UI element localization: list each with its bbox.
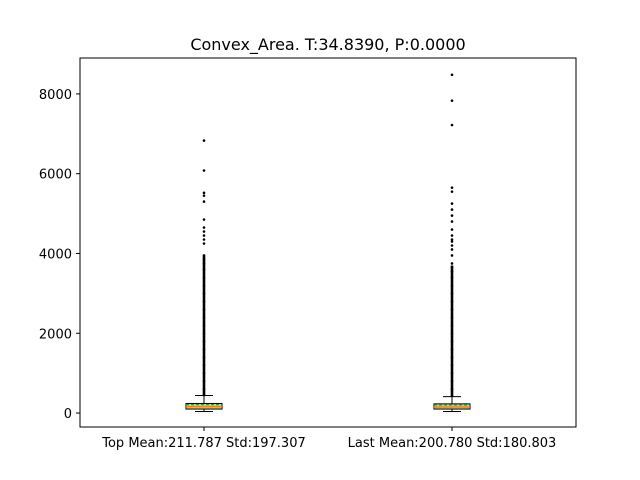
chart-title: Convex_Area. T:34.8390, P:0.0000 bbox=[190, 35, 465, 55]
outlier-point bbox=[450, 186, 454, 189]
outlier-point bbox=[450, 248, 454, 251]
outlier-point bbox=[202, 238, 206, 241]
outlier-point bbox=[202, 234, 206, 237]
outlier-point bbox=[202, 169, 206, 172]
y-tick-label: 4000 bbox=[39, 247, 72, 262]
y-tick-label: 2000 bbox=[39, 327, 72, 342]
outlier-point bbox=[450, 234, 454, 237]
outlier-point bbox=[202, 226, 206, 229]
outlier-point bbox=[450, 214, 454, 217]
y-tick-label: 0 bbox=[64, 407, 72, 422]
y-tick-label: 8000 bbox=[39, 88, 72, 103]
outlier-point bbox=[202, 194, 206, 197]
outlier-point bbox=[450, 123, 454, 127]
outlier-point bbox=[450, 202, 454, 205]
outlier-point bbox=[450, 244, 454, 247]
outlier-point bbox=[450, 254, 454, 257]
outlier-point bbox=[450, 99, 454, 102]
outlier-point bbox=[202, 200, 206, 203]
outlier-point bbox=[450, 190, 454, 193]
outlier-point bbox=[202, 218, 206, 221]
outlier-point bbox=[450, 73, 454, 77]
outlier-point bbox=[450, 238, 454, 241]
outlier-point bbox=[450, 208, 454, 211]
x-tick-label: Last Mean:200.780 Std:180.803 bbox=[348, 436, 557, 451]
outlier-point bbox=[202, 242, 206, 245]
plot-area: 0 2000 4000 6000 8000 Top Mean:211.787 Std:19… bbox=[39, 73, 556, 451]
y-tick-label: 6000 bbox=[39, 168, 72, 183]
outlier-point bbox=[202, 139, 206, 142]
outlier-point bbox=[202, 230, 206, 233]
outlier-point bbox=[202, 191, 206, 195]
outlier-point bbox=[450, 262, 454, 265]
outlier-point bbox=[450, 220, 454, 223]
outlier-point bbox=[450, 228, 454, 231]
axes-frame bbox=[79, 57, 577, 428]
x-tick-label: Top Mean:211.787 Std:197.307 bbox=[101, 436, 306, 451]
outlier-point bbox=[450, 240, 454, 243]
